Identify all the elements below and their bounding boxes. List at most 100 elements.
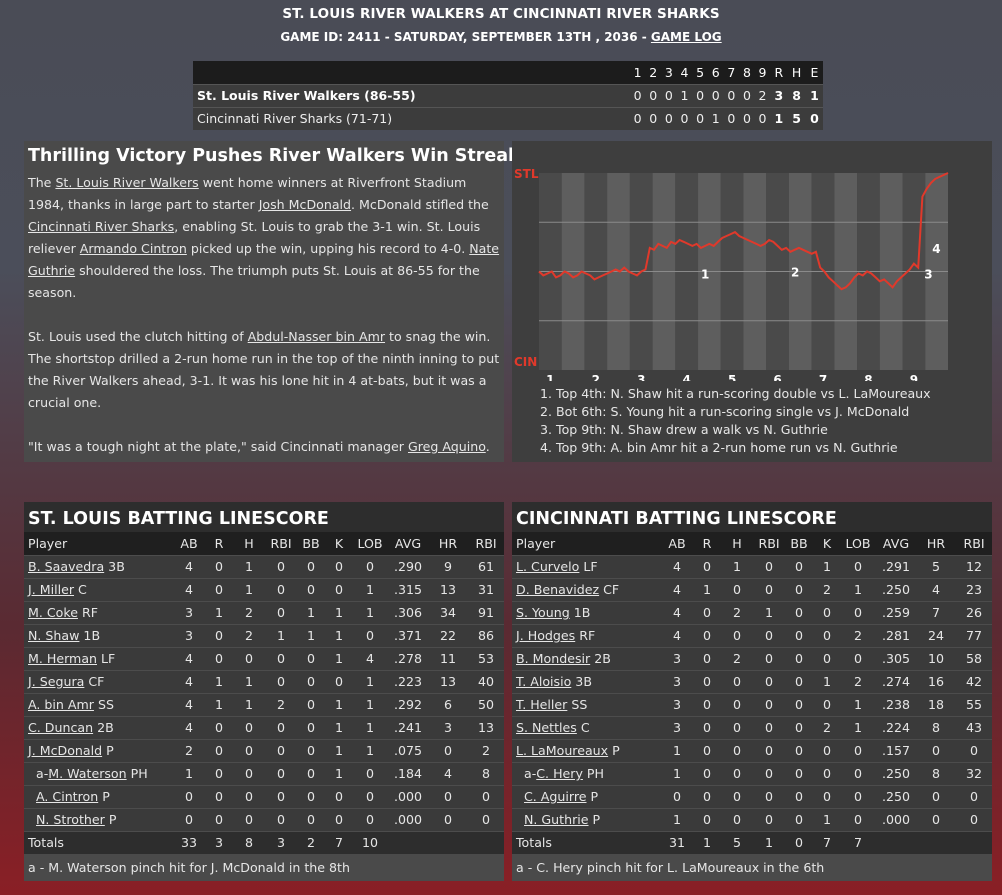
stat-cell: 0 [754, 646, 784, 670]
stat-cell: 0 [814, 784, 840, 808]
stat-cell: .291 [876, 554, 916, 578]
stat-cell: 0 [266, 807, 296, 831]
totals-cell [468, 830, 504, 854]
stat-cell: 0 [840, 738, 876, 762]
player-link[interactable]: J. Hodges [516, 628, 576, 643]
stat-cell: .224 [876, 715, 916, 739]
linescore-header-cell: 7 [723, 61, 740, 84]
inning-tick-label: 5 [728, 373, 736, 381]
story-text: . McDonald stifled the [351, 197, 489, 212]
totals-cell [876, 830, 916, 854]
sub-prefix: a- [524, 766, 537, 781]
stat-cell: 0 [814, 623, 840, 647]
batting-header-cell: LOB [352, 532, 388, 555]
batting-row: T. Heller SS 3 0 0 0 0 0 1.238 18 55 [512, 692, 992, 716]
player-link[interactable]: J. Segura [28, 674, 85, 689]
stat-cell: 4 [172, 646, 206, 670]
stat-cell: 0 [206, 646, 232, 670]
batting-row: M. Coke RF 3 1 2 0 1 1 1.306 34 91 [24, 600, 504, 624]
player-cell: B. Mondesir 2B [512, 646, 660, 670]
player-link[interactable]: S. Young [516, 605, 570, 620]
stat-cell: .315 [388, 577, 428, 601]
player-link[interactable]: C. Aguirre [524, 789, 587, 804]
stat-cell: 1 [326, 761, 352, 785]
player-position: P [102, 743, 114, 758]
stat-cell: 24 [916, 623, 956, 647]
stat-cell: 0 [754, 715, 784, 739]
player-link[interactable]: C. Hery [536, 766, 583, 781]
batting-row: L. Curvelo LF 4 0 1 0 0 1 0.291 5 12 [512, 554, 992, 578]
player-cell: A. bin Amr SS [24, 692, 172, 716]
batting-header-cell: RBI [754, 532, 784, 555]
stat-cell: 1 [352, 738, 388, 762]
player-link[interactable]: A. Cintron [36, 789, 99, 804]
linescore-inning-runs: 0 [739, 106, 755, 130]
player-link[interactable]: J. Miller [28, 582, 75, 597]
player-link[interactable]: L. Curvelo [516, 559, 580, 574]
stat-cell: .371 [388, 623, 428, 647]
player-link[interactable]: C. Duncan [28, 720, 94, 735]
stat-cell: 0 [172, 784, 206, 808]
linescore-inning-runs: 0 [661, 83, 677, 107]
player-link[interactable]: N. Strother [36, 812, 105, 827]
player-link[interactable]: N. Shaw [28, 628, 80, 643]
stat-cell: 0 [266, 554, 296, 578]
stat-cell: .259 [876, 600, 916, 624]
game-log-link[interactable]: GAME LOG [650, 30, 722, 44]
story-headline: Thrilling Victory Pushes River Walkers W… [28, 146, 565, 166]
stat-cell: 1 [814, 807, 840, 831]
batting-header-cell: LOB [840, 532, 876, 555]
story-link[interactable]: Cincinnati River Sharks [28, 219, 175, 234]
story-link[interactable]: Abdul-Nasser bin Amr [247, 329, 386, 344]
stat-cell: 0 [754, 692, 784, 716]
player-link[interactable]: N. Guthrie [524, 812, 589, 827]
player-link[interactable]: M. Herman [28, 651, 98, 666]
totals-cell: 7 [814, 830, 840, 854]
stat-cell: 7 [916, 600, 956, 624]
totals-cell: 7 [326, 830, 352, 854]
linescore-inning-runs: 0 [645, 106, 662, 130]
stat-cell: 0 [840, 646, 876, 670]
stat-cell: 0 [326, 807, 352, 831]
player-position: 1B [79, 628, 101, 643]
stat-cell: 1 [172, 761, 206, 785]
stat-cell: 4 [428, 761, 468, 785]
story-link[interactable]: Armando Cintron [79, 241, 187, 256]
player-link[interactable]: T. Aloisio [516, 674, 572, 689]
linescore-header-cell: 4 [676, 61, 693, 84]
stat-cell: 1 [352, 715, 388, 739]
player-link[interactable]: S. Nettles [516, 720, 577, 735]
linescore-inning-runs: 0 [629, 83, 646, 107]
player-link[interactable]: L. LaMoureaux [516, 743, 609, 758]
story-paragraph: The St. Louis River Walkers went home wi… [28, 172, 500, 304]
story-link[interactable]: St. Louis River Walkers [55, 175, 199, 190]
story-link[interactable]: Greg Aquino [407, 439, 486, 454]
player-link[interactable]: M. Waterson [48, 766, 127, 781]
stat-cell: 13 [428, 577, 468, 601]
player-link[interactable]: B. Saavedra [28, 559, 105, 574]
stat-cell: 1 [206, 692, 232, 716]
linescore-inning-runs: 1 [707, 106, 724, 130]
stat-cell: 0 [814, 600, 840, 624]
stat-cell: 0 [232, 738, 266, 762]
story-link[interactable]: Nate Guthrie [28, 241, 500, 278]
stat-cell: 0 [232, 646, 266, 670]
story-link[interactable]: Josh McDonald [258, 197, 352, 212]
batting-row: a-C. Hery PH 1 0 0 0 0 0 0.250 8 32 [512, 761, 992, 785]
stat-cell: 0 [206, 577, 232, 601]
player-link[interactable]: D. Benavidez [516, 582, 600, 597]
linescore-e: 1 [805, 83, 823, 107]
player-link[interactable]: T. Heller [516, 697, 568, 712]
player-link[interactable]: B. Mondesir [516, 651, 591, 666]
stat-cell: 0 [232, 715, 266, 739]
stat-cell: 1 [754, 600, 784, 624]
game-subtitle: GAME ID: 2411 - SATURDAY, SEPTEMBER 13TH… [0, 30, 1002, 44]
stat-cell: .250 [876, 761, 916, 785]
player-link[interactable]: A. bin Amr [28, 697, 94, 712]
stat-cell: 0 [296, 554, 326, 578]
player-link[interactable]: J. McDonald [28, 743, 103, 758]
stat-cell: 1 [232, 669, 266, 693]
stl-footnote: a - M. Waterson pinch hit for J. McDonal… [24, 854, 504, 881]
player-cell: S. Young 1B [512, 600, 660, 624]
player-link[interactable]: M. Coke [28, 605, 78, 620]
